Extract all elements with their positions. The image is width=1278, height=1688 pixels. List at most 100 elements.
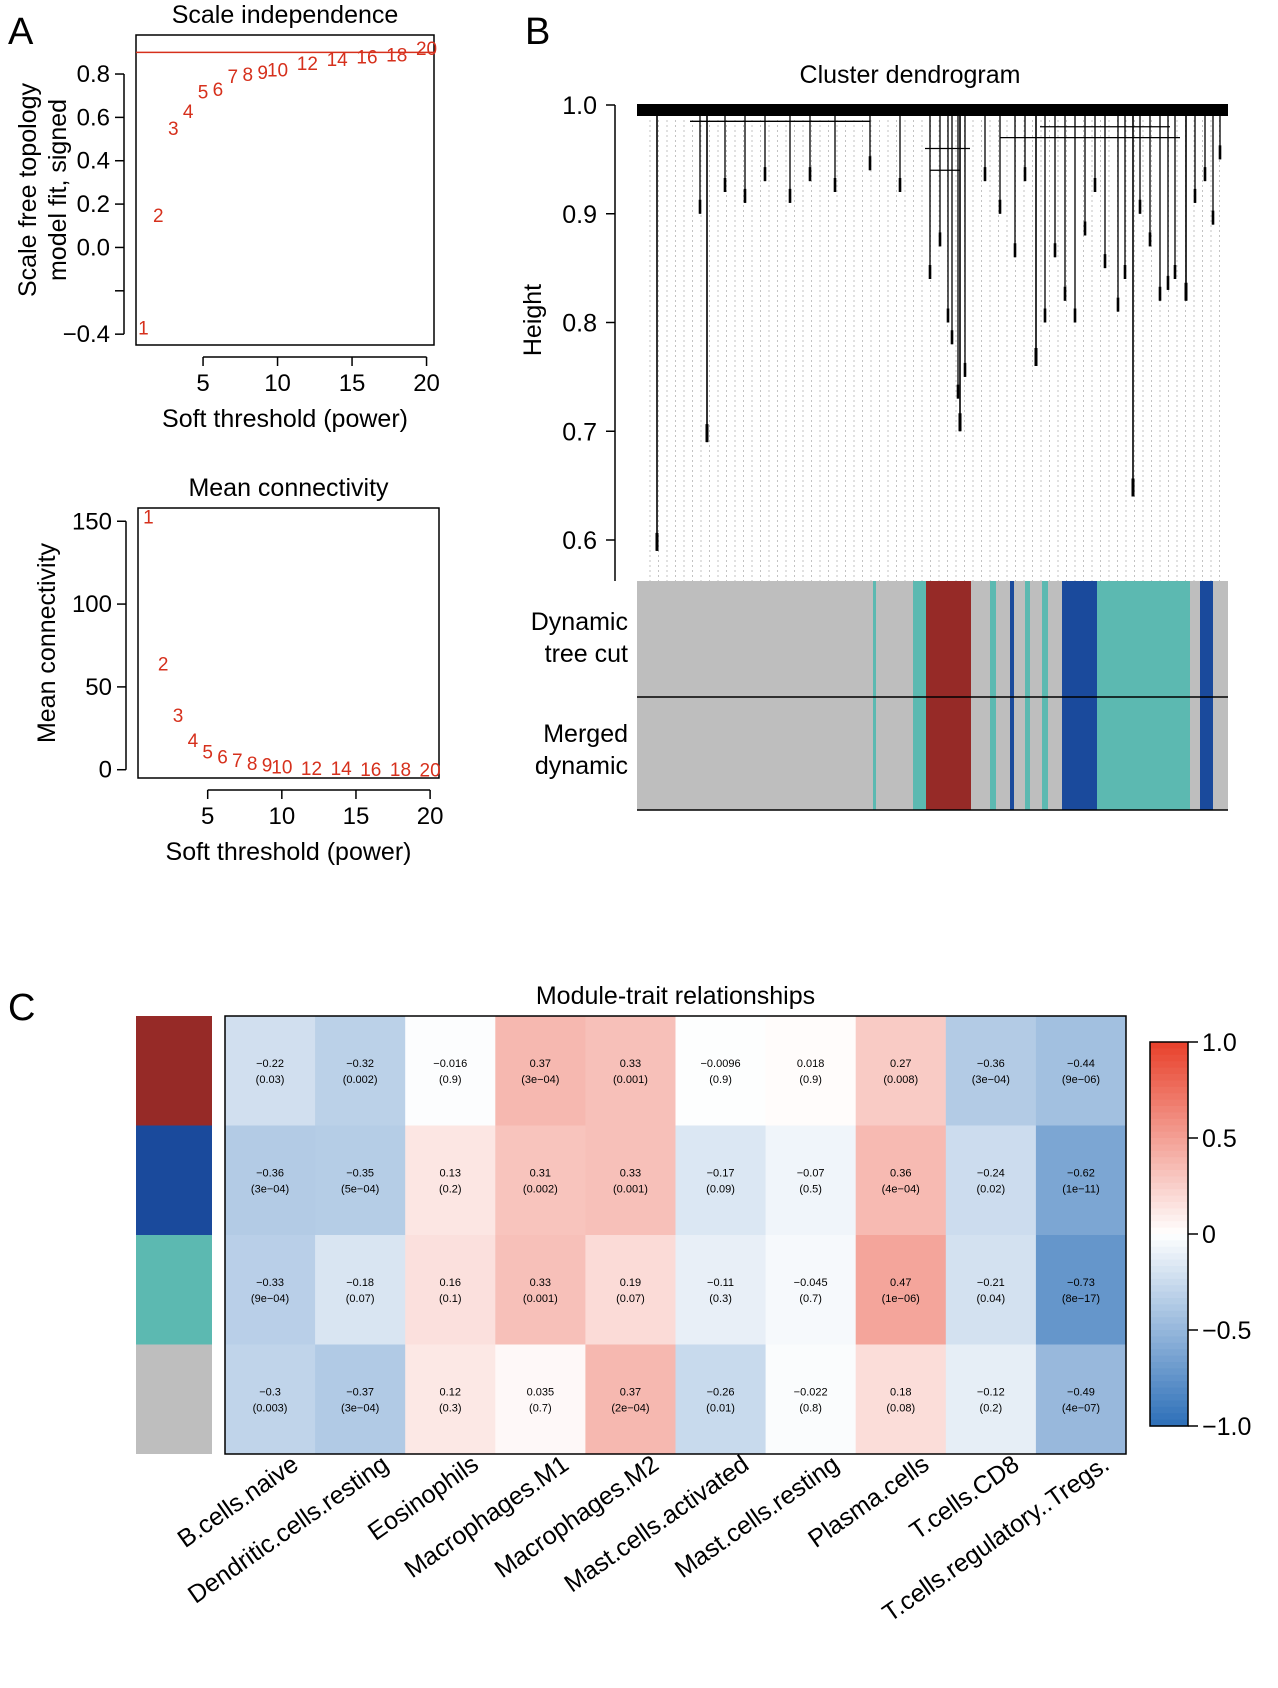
- cell-pvalue: (3e−04): [521, 1074, 559, 1086]
- cell-pvalue: (8e−17): [1062, 1293, 1100, 1305]
- cell-pvalue: (0.9): [799, 1074, 822, 1086]
- cell-correlation: −0.49: [1067, 1386, 1095, 1398]
- cell-pvalue: (3e−04): [251, 1183, 289, 1195]
- module-color-block: [1030, 697, 1042, 810]
- heatmap-cell: [855, 1344, 947, 1455]
- colorbar-segment: [1150, 1074, 1188, 1081]
- module-color-block: [1048, 581, 1062, 697]
- colorbar-segment: [1150, 1221, 1188, 1229]
- power-point: 18: [386, 46, 407, 67]
- cell-correlation: 0.33: [530, 1277, 551, 1289]
- x-tick-label: 5: [196, 370, 209, 397]
- cell-pvalue: (0.1): [439, 1293, 462, 1305]
- cell-correlation: −0.17: [707, 1167, 735, 1179]
- module-swatch: [136, 1016, 212, 1126]
- panel-label-b: B: [525, 11, 550, 53]
- colorbar-segment: [1150, 1240, 1188, 1248]
- heatmap-cell: [1035, 1125, 1127, 1236]
- power-point: 16: [360, 760, 381, 781]
- cell-correlation: −0.44: [1067, 1058, 1095, 1070]
- colorbar-tick-label: 1.0: [1202, 1029, 1237, 1057]
- power-point: 4: [188, 731, 199, 752]
- heatmap-frame: [224, 1015, 1127, 1455]
- colorbar-segment: [1150, 1086, 1188, 1094]
- x-tick-label: 20: [413, 370, 440, 397]
- colorbar-segment: [1150, 1182, 1188, 1190]
- module-color-block: [637, 581, 873, 697]
- module-color-block: [637, 697, 873, 810]
- colorbar-segment: [1150, 1195, 1188, 1203]
- heatmap-cell: [315, 1016, 406, 1126]
- heatmap-cell: [585, 1125, 676, 1236]
- heatmap-cell: [675, 1344, 767, 1455]
- cell-correlation: −0.11: [707, 1277, 734, 1289]
- module-color-block: [1213, 581, 1228, 697]
- module-color-block: [990, 697, 996, 810]
- colorbar-segment: [1150, 1419, 1188, 1427]
- module-color-block: [1010, 581, 1014, 697]
- colorbar-segment: [1150, 1106, 1188, 1113]
- heatmap-cell: [675, 1125, 767, 1236]
- cell-pvalue: (0.8): [799, 1402, 822, 1414]
- cell-pvalue: (0.08): [886, 1402, 915, 1414]
- cell-correlation: −0.26: [707, 1386, 735, 1398]
- module-color-block: [873, 697, 876, 810]
- module-color-block: [1042, 697, 1048, 810]
- colorbar-segment: [1150, 1061, 1188, 1069]
- plot-frame: [135, 34, 435, 346]
- module-color-block: [971, 697, 990, 810]
- colorbar-segment: [1150, 1362, 1188, 1369]
- power-point: 2: [158, 655, 169, 676]
- power-point: 7: [232, 751, 243, 772]
- cell-pvalue: (5e−04): [341, 1183, 379, 1195]
- cell-pvalue: (0.7): [799, 1293, 822, 1305]
- cell-correlation: −0.045: [794, 1277, 828, 1289]
- heatmap-cell: [675, 1016, 767, 1126]
- heatmap-cell: [945, 1125, 1037, 1236]
- cell-correlation: 0.37: [620, 1386, 641, 1398]
- colorbar-segment: [1150, 1246, 1188, 1254]
- power-point: 3: [173, 706, 184, 727]
- cell-correlation: −0.24: [977, 1167, 1005, 1179]
- module-color-block: [1190, 581, 1200, 697]
- cell-correlation: −0.18: [346, 1277, 374, 1289]
- colorbar-segment: [1150, 1253, 1188, 1261]
- colorbar-segment: [1150, 1336, 1188, 1344]
- colorbar-segment: [1150, 1368, 1188, 1376]
- cell-pvalue: (0.001): [523, 1293, 558, 1305]
- y-tick-label: −0.4: [63, 321, 110, 348]
- cell-correlation: 0.33: [620, 1167, 641, 1179]
- colorbar-segment: [1150, 1413, 1188, 1421]
- module-color-block: [926, 581, 971, 697]
- colorbar-segment: [1150, 1202, 1188, 1209]
- module-swatch: [136, 1344, 212, 1454]
- cell-pvalue: (0.09): [706, 1183, 735, 1195]
- y-tick-label: 0.6: [562, 527, 597, 555]
- colorbar-segment: [1150, 1176, 1188, 1184]
- cell-pvalue: (1e−06): [882, 1293, 920, 1305]
- y-axis-label: Mean connectivity: [33, 542, 61, 743]
- cell-correlation: −0.016: [433, 1058, 467, 1070]
- power-point: 8: [242, 65, 253, 86]
- cell-pvalue: (0.3): [709, 1293, 732, 1305]
- heatmap-cell: [495, 1344, 586, 1455]
- colorbar-segment: [1150, 1406, 1188, 1414]
- heatmap-cell: [315, 1125, 406, 1236]
- y-tick-label: 100: [72, 591, 112, 618]
- colorbar-segment: [1150, 1125, 1188, 1133]
- cell-pvalue: (0.2): [439, 1183, 462, 1195]
- heatmap-cell: [225, 1344, 316, 1455]
- colorbar-segment: [1150, 1080, 1188, 1088]
- colorbar-segment: [1150, 1330, 1188, 1337]
- cell-pvalue: (0.001): [613, 1074, 648, 1086]
- cell-correlation: 0.19: [620, 1277, 641, 1289]
- colorbar-tick-label: 0.5: [1202, 1125, 1237, 1153]
- cell-correlation: 0.018: [797, 1058, 825, 1070]
- y-tick-label: 50: [85, 674, 112, 701]
- y-axis-label-line: Scale free topology: [14, 82, 42, 297]
- cell-pvalue: (1e−11): [1062, 1183, 1099, 1195]
- heatmap-cell: [495, 1235, 586, 1345]
- module-color-block: [1200, 697, 1213, 810]
- colorbar-segment: [1150, 1067, 1188, 1075]
